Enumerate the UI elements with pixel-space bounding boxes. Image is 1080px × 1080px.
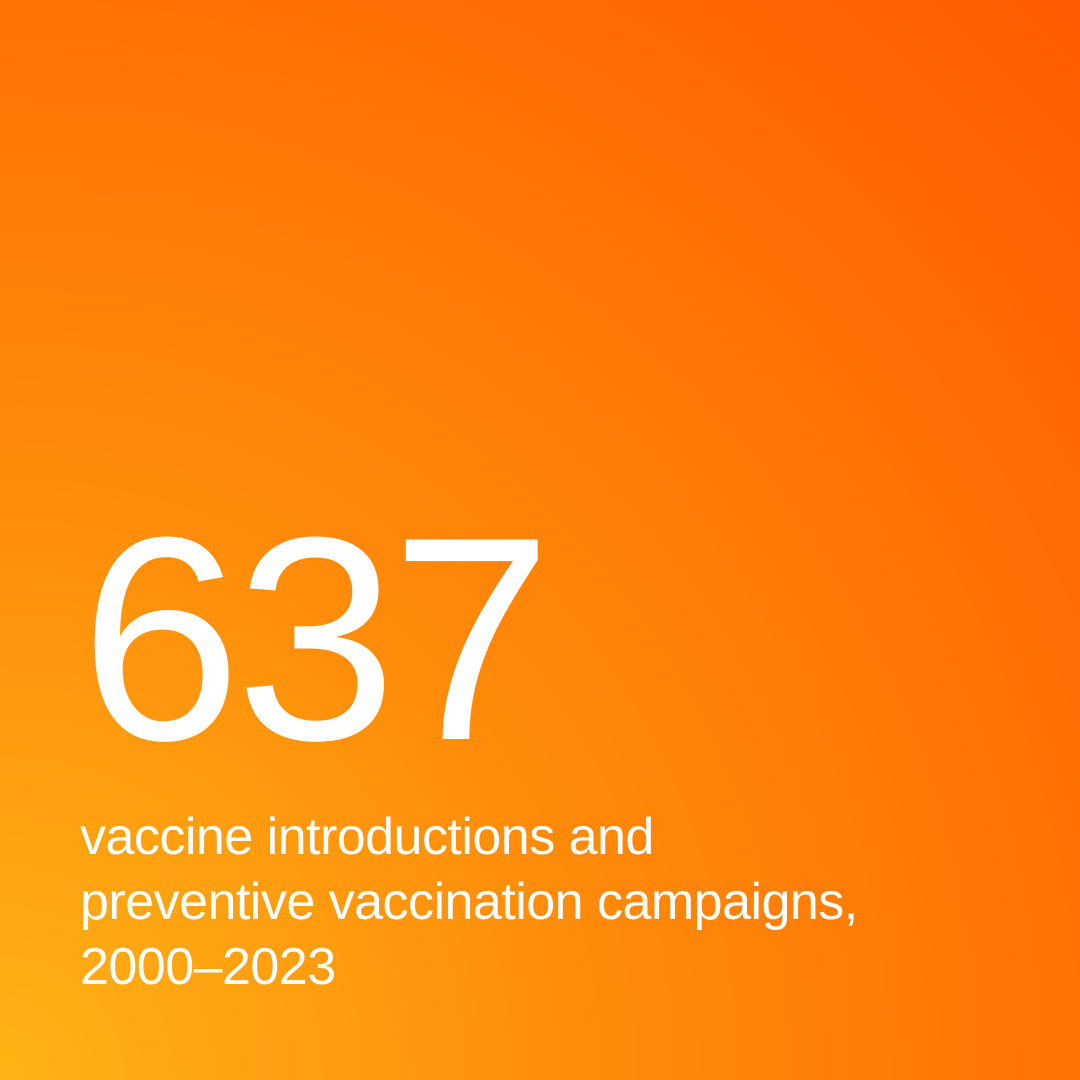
stat-description: vaccine introductions and preventive vac… [80,805,880,1000]
stat-number: 637 [80,509,1000,770]
stat-card: 637 vaccine introductions and preventive… [0,0,1080,1080]
